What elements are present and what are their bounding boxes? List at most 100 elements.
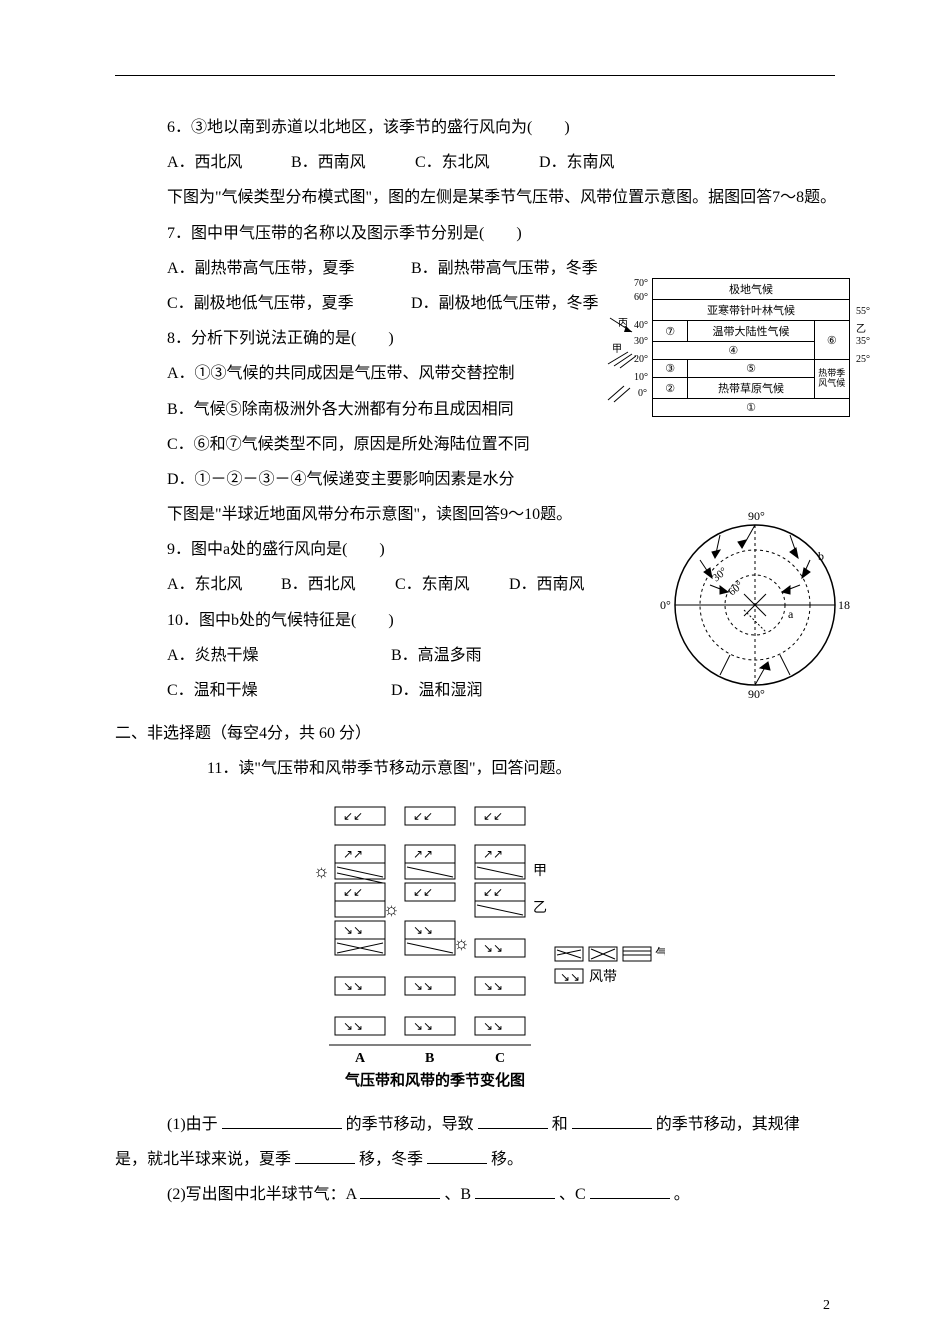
lat-40: 40° (634, 320, 648, 331)
legend-belt: 气压带 (655, 947, 665, 963)
q8-opt-c: C．⑥和⑦气候类型不同，原因是所处海陆位置不同 (167, 427, 835, 462)
svg-text:↘↘: ↘↘ (483, 941, 503, 955)
climate-r3: ④ (653, 342, 815, 360)
hemi-a: a (788, 607, 794, 621)
q10-opt-b: B．高温多雨 (391, 638, 611, 673)
season-col-c: C (495, 1051, 505, 1066)
legend-wind: 风带 (589, 969, 617, 985)
climate-r4-0: ③ (653, 360, 688, 378)
svg-text:↘↘: ↘↘ (343, 1019, 363, 1033)
svg-text:↘↘: ↘↘ (413, 923, 433, 937)
blank-b[interactable] (475, 1183, 555, 1199)
q11-1a: (1)由于 (167, 1116, 218, 1133)
climate-model-figure: 极地气候 亚寒带针叶林气候 ⑦ 温带大陆性气候 ⑥ ④ ③ ⑤ 热带季风气候 ②… (652, 278, 850, 417)
q7-opt-b: B．副热带高气压带，冬季 (411, 251, 651, 286)
q6-opt-d: D．东南风 (539, 145, 659, 180)
climate-r1: 亚寒带针叶林气候 (653, 300, 850, 321)
q11-1b: 的季节移动，导致 (346, 1116, 474, 1133)
svg-text:☼: ☼ (383, 899, 400, 919)
climate-r6: ① (653, 399, 850, 417)
svg-text:↘↘: ↘↘ (560, 970, 580, 984)
q11-1e: 是，就北半球来说，夏季 (115, 1151, 291, 1168)
svg-text:↗↗: ↗↗ (343, 847, 363, 861)
blank-1[interactable] (222, 1113, 342, 1129)
q11-2b: 、B (444, 1186, 471, 1203)
q10-opt-a: A．炎热干燥 (167, 638, 387, 673)
lat-20: 20° (634, 354, 648, 365)
page-number: 2 (823, 1298, 830, 1314)
hemi-60: 60° (726, 579, 746, 598)
svg-text:↙↙: ↙↙ (343, 809, 363, 823)
climate-r2-2: ⑥ (814, 321, 849, 360)
season-movement-figure: ↙↙↙↙↙↙ ↗↗↗↗↗↗ ↙↙↙↙↙↙ ↘↘↘↘↘↘ ↘↘↘↘↘↘ ↘↘↘↘↘… (285, 797, 665, 1097)
blank-5[interactable] (427, 1148, 487, 1164)
lat-0: 0° (638, 388, 647, 399)
climate-r2-1: 温带大陆性气候 (688, 321, 814, 342)
q9-opt-a: A．东北风 (167, 567, 277, 602)
q11-1-cont: 是，就北半球来说，夏季 移，冬季 移。 (115, 1142, 835, 1177)
lat-30: 30° (634, 336, 648, 347)
hemi-b: b (818, 549, 824, 563)
season-title: 气压带和风带的季节变化图 (344, 1071, 525, 1089)
q9-opt-c: C．东南风 (395, 567, 505, 602)
q10-opt-c: C．温和干燥 (167, 673, 387, 708)
season-col-b: B (425, 1051, 434, 1066)
season-label-jia: 甲 (533, 864, 547, 879)
svg-text:↙↙: ↙↙ (343, 885, 363, 899)
svg-text:↘↘: ↘↘ (483, 1019, 503, 1033)
svg-text:↘↘: ↘↘ (343, 923, 363, 937)
season-col-a: A (355, 1051, 366, 1066)
intro-7-8: 下图为"气候类型分布模式图"，图的左侧是某季节气压带、风带位置示意图。据图回答7… (167, 180, 887, 215)
svg-text:↘↘: ↘↘ (343, 979, 363, 993)
q11-text: 11．读"气压带和风带季节移动示意图"，回答问题。 (207, 751, 835, 786)
page-divider (115, 75, 835, 76)
svg-text:↗↗: ↗↗ (483, 847, 503, 861)
climate-monsoon: 热带季风气候 (814, 360, 849, 399)
lat-55: 55° (856, 306, 870, 317)
hemisphere-figure: 90° 90° 0° 180° 30° 60° a b (660, 510, 850, 700)
q6-opt-a: A．西北风 (167, 145, 287, 180)
lat-25: 25° (856, 354, 870, 365)
q11-1f: 移，冬季 (359, 1151, 423, 1168)
svg-text:↘↘: ↘↘ (413, 979, 433, 993)
q11-2: (2)写出图中北半球节气：A 、B 、C 。 (167, 1177, 835, 1212)
lat-60: 60° (634, 292, 648, 303)
q11-1c: 和 (552, 1116, 568, 1133)
q11-1: (1)由于 的季节移动，导致 和 的季节移动，其规律 (167, 1107, 835, 1142)
q11-1g: 移。 (491, 1151, 523, 1168)
svg-text:↘↘: ↘↘ (413, 1019, 433, 1033)
climate-r4-1: ⑤ (688, 360, 814, 378)
climate-r0: 极地气候 (653, 279, 850, 300)
q7-text: 7．图中甲气压带的名称以及图示季节分别是( ) (167, 216, 835, 251)
climate-r5-0: ② (653, 378, 688, 399)
blank-4[interactable] (295, 1148, 355, 1164)
hemi-30: 30° (710, 565, 730, 584)
q9-opt-d: D．西南风 (509, 567, 619, 602)
lat-10: 10° (634, 372, 648, 383)
blank-2[interactable] (478, 1113, 548, 1129)
svg-text:☼: ☼ (453, 933, 470, 953)
q10-opt-d: D．温和湿润 (391, 673, 611, 708)
q7-opt-a: A．副热带高气压带，夏季 (167, 251, 407, 286)
svg-text:☼: ☼ (313, 861, 330, 881)
svg-text:↙↙: ↙↙ (413, 809, 433, 823)
climate-r2-0: ⑦ (653, 321, 688, 342)
lat-35: 35° (856, 336, 870, 347)
blank-c[interactable] (590, 1183, 670, 1199)
q6-options: A．西北风 B．西南风 C．东北风 D．东南风 (167, 145, 835, 180)
climate-r5-1: 热带草原气候 (688, 378, 814, 399)
lat-70: 70° (634, 278, 648, 289)
q11-2a: (2)写出图中北半球节气：A (167, 1186, 356, 1203)
q6-opt-c: C．东北风 (415, 145, 535, 180)
q8-opt-d: D．①－②－③－④气候递变主要影响因素是水分 (167, 462, 835, 497)
label-yi: 乙 (856, 320, 866, 335)
q11-2d: 。 (674, 1186, 690, 1203)
q11-1d: 的季节移动，其规律 (656, 1116, 800, 1133)
blank-3[interactable] (572, 1113, 652, 1129)
blank-a[interactable] (360, 1183, 440, 1199)
q6-opt-b: B．西南风 (291, 145, 411, 180)
hemi-left: 0° (660, 598, 671, 612)
svg-text:↙↙: ↙↙ (483, 809, 503, 823)
season-label-yi: 乙 (533, 900, 547, 916)
hemi-bottom: 90° (748, 687, 765, 700)
